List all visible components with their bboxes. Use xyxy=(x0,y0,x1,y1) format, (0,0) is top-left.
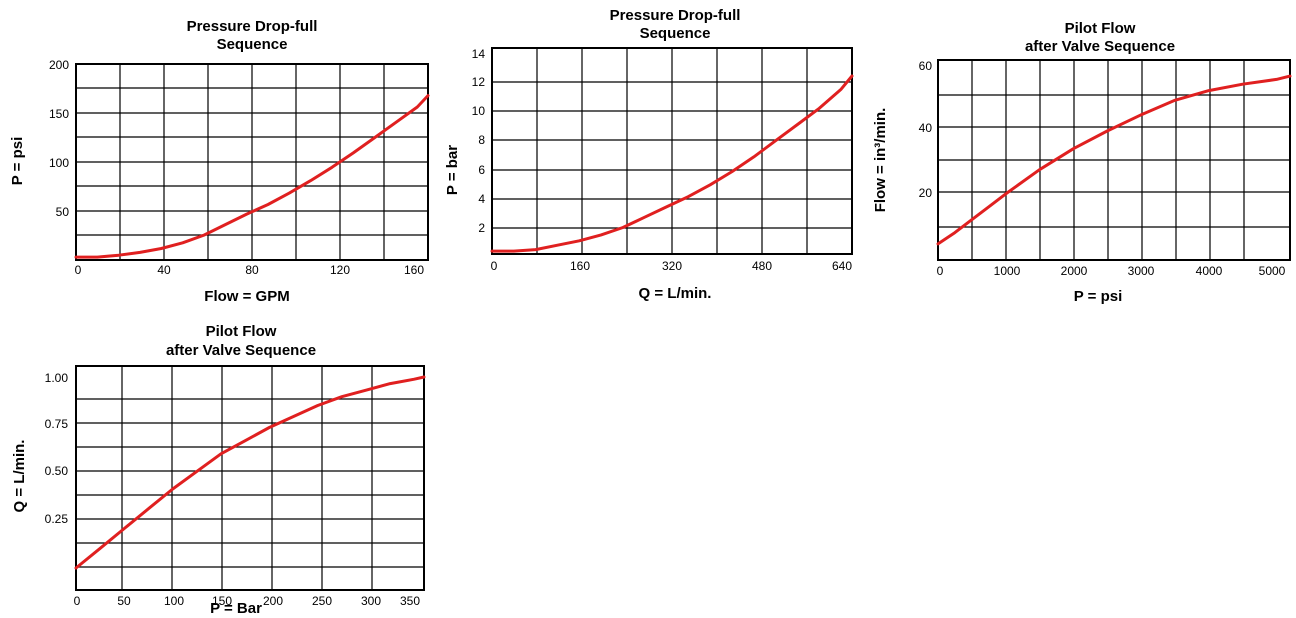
chart-3-xtick-0: 0 xyxy=(937,264,944,278)
chart-3-series-line xyxy=(936,74,1292,246)
chart-4-ytick-1.00: 1.00 xyxy=(45,371,69,385)
chart-3-title-line-1: Pilot Flow xyxy=(1065,20,1136,37)
chart-1-ytick-100: 100 xyxy=(49,156,69,170)
chart-3-y-axis-label: Flow = in³/min. xyxy=(872,108,889,213)
chart-4-xtick-50: 50 xyxy=(117,594,131,608)
chart-1-title-line-1: Pressure Drop-full xyxy=(187,18,318,35)
chart-1-xtick-0: 0 xyxy=(75,263,82,277)
chart-1-title-line-2: Sequence xyxy=(217,36,288,53)
chart-4-horizontal-gridlines xyxy=(76,398,424,568)
chart-4-title-line-2: after Valve Sequence xyxy=(166,342,316,359)
chart-2-y-axis-label: P = bar xyxy=(444,145,461,195)
chart-4-xtick-150: 150 xyxy=(212,594,232,608)
chart-2-horizontal-gridlines xyxy=(492,81,852,229)
chart-1-ytick-200: 200 xyxy=(49,58,69,72)
chart-4-title-line-1: Pilot Flow xyxy=(206,323,277,340)
chart-4-vertical-gridlines xyxy=(121,366,373,590)
chart-1-x-axis-label: Flow = GPM xyxy=(204,288,289,305)
chart-1-y-ticks: 200 150 100 50 xyxy=(49,58,69,219)
chart-2-ytick-4: 4 xyxy=(478,192,485,206)
chart-3-xtick-3000: 3000 xyxy=(1128,264,1155,278)
chart-1: Pressure Drop-full Sequence 0 40 80 120 xyxy=(9,18,430,305)
chart-2-x-ticks: 0 160 320 480 640 xyxy=(491,259,853,273)
chart-1-xtick-80: 80 xyxy=(245,263,259,277)
chart-4-ytick-0.75: 0.75 xyxy=(45,417,69,431)
chart-2-ytick-10: 10 xyxy=(472,104,486,118)
chart-2-xtick-160: 160 xyxy=(570,259,590,273)
chart-3: Pilot Flow after Valve Sequence 0 1000 2… xyxy=(872,20,1292,305)
chart-4-x-ticks: 0 50 100 150 200 250 300 350 xyxy=(74,594,421,608)
chart-1-xtick-160: 160 xyxy=(404,263,424,277)
chart-2-ytick-8: 8 xyxy=(478,133,485,147)
chart-2-ytick-14: 14 xyxy=(472,47,486,61)
chart-4-xtick-350: 350 xyxy=(400,594,420,608)
chart-2-y-ticks: 14 12 10 8 6 4 2 xyxy=(472,47,486,235)
chart-4-ytick-0.50: 0.50 xyxy=(45,464,69,478)
chart-3-horizontal-gridlines xyxy=(938,94,1290,228)
chart-4-plot-frame xyxy=(75,365,425,591)
chart-4-y-ticks: 1.00 0.75 0.50 0.25 xyxy=(45,371,69,526)
chart-4-xtick-250: 250 xyxy=(312,594,332,608)
chart-1-ytick-50: 50 xyxy=(56,205,70,219)
chart-1-y-axis-label: P = psi xyxy=(9,137,26,186)
chart-2-series-line xyxy=(490,74,854,253)
chart-3-title-line-2: after Valve Sequence xyxy=(1025,38,1175,55)
chart-1-horizontal-gridlines xyxy=(76,87,428,236)
chart-3-ytick-40: 40 xyxy=(919,121,933,135)
chart-3-xtick-2000: 2000 xyxy=(1061,264,1088,278)
chart-3-xtick-5000: 5000 xyxy=(1259,264,1286,278)
chart-2-ytick-2: 2 xyxy=(478,221,485,235)
chart-3-ytick-20: 20 xyxy=(919,186,933,200)
chart-1-xtick-120: 120 xyxy=(330,263,350,277)
chart-2-xtick-480: 480 xyxy=(752,259,772,273)
chart-4-xtick-300: 300 xyxy=(361,594,381,608)
chart-2-ytick-6: 6 xyxy=(478,163,485,177)
chart-2-title-line-1: Pressure Drop-full xyxy=(610,7,741,24)
chart-4-xtick-0: 0 xyxy=(74,594,81,608)
chart-3-xtick-4000: 4000 xyxy=(1196,264,1223,278)
chart-2-x-axis-label: Q = L/min. xyxy=(639,285,712,302)
chart-4-xtick-100: 100 xyxy=(164,594,184,608)
chart-2-xtick-0: 0 xyxy=(491,259,498,273)
chart-2-ytick-12: 12 xyxy=(472,75,486,89)
chart-1-x-ticks: 0 40 80 120 160 xyxy=(75,263,425,277)
chart-1-series-line xyxy=(74,94,430,259)
chart-2-title-line-2: Sequence xyxy=(640,25,711,42)
chart-3-y-ticks: 60 40 20 xyxy=(919,59,933,200)
chart-4-xtick-200: 200 xyxy=(263,594,283,608)
chart-3-x-ticks: 0 1000 2000 3000 4000 5000 xyxy=(937,264,1286,278)
chart-4: Pilot Flow after Valve Sequence 0 50 100 xyxy=(11,323,426,617)
chart-2-xtick-640: 640 xyxy=(832,259,852,273)
chart-1-xtick-40: 40 xyxy=(157,263,171,277)
chart-3-xtick-1000: 1000 xyxy=(994,264,1021,278)
chart-2: Pressure Drop-full Sequence 0 160 320 48… xyxy=(444,7,854,302)
chart-4-series-line xyxy=(74,375,426,570)
chart-3-x-axis-label: P = psi xyxy=(1074,288,1123,305)
chart-3-ytick-60: 60 xyxy=(919,59,933,73)
chart-1-ytick-150: 150 xyxy=(49,107,69,121)
chart-4-x-axis-label: P = Bar xyxy=(210,600,262,617)
chart-4-y-axis-label: Q = L/min. xyxy=(11,440,28,513)
chart-2-xtick-320: 320 xyxy=(662,259,682,273)
chart-4-ytick-0.25: 0.25 xyxy=(45,512,69,526)
